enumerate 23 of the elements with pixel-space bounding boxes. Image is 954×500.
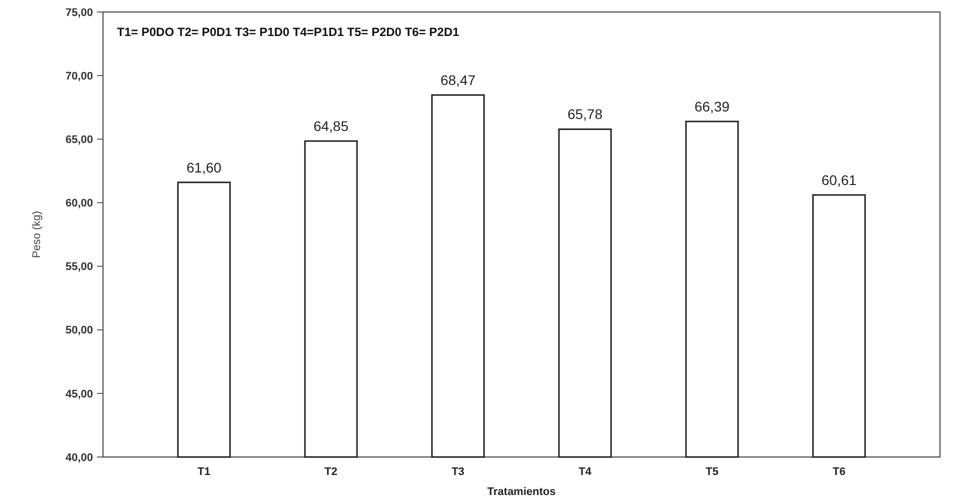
y-tick-label: 55,00 — [65, 261, 93, 274]
y-tick-label: 70,00 — [65, 70, 93, 82]
y-tick-label: 75,00 — [65, 6, 93, 19]
x-tick-label: T6 — [832, 466, 846, 478]
data-label: 66,39 — [694, 98, 730, 114]
x-tick-label: T3 — [452, 466, 464, 478]
y-tick-label: 60,00 — [65, 198, 93, 210]
x-tick-label: T4 — [578, 466, 592, 478]
data-label: 61,60 — [186, 159, 222, 176]
data-label: 68,47 — [440, 72, 476, 88]
y-tick-label: 40,00 — [65, 452, 93, 464]
y-tick-label: 50,00 — [65, 324, 93, 337]
annotation: T1= P0DO T2= P0D1 T3= P1D0 T4=P1D1 T5= P2D0 T6= P2D1 — [117, 25, 460, 39]
y-tick-label: 45,00 — [65, 388, 93, 400]
x-tick-label: T5 — [706, 466, 718, 478]
y-tick-label: 65,00 — [65, 134, 93, 146]
data-label: 64,85 — [313, 118, 349, 134]
data-label: 60,61 — [822, 172, 857, 188]
x-tick-label: T1 — [198, 466, 210, 478]
x-tick-label: T2 — [324, 466, 338, 478]
x-axis-title: Tratamientos — [487, 486, 556, 498]
data-label: 65,78 — [567, 106, 603, 122]
y-axis-title: Peso (kg) — [31, 210, 43, 258]
